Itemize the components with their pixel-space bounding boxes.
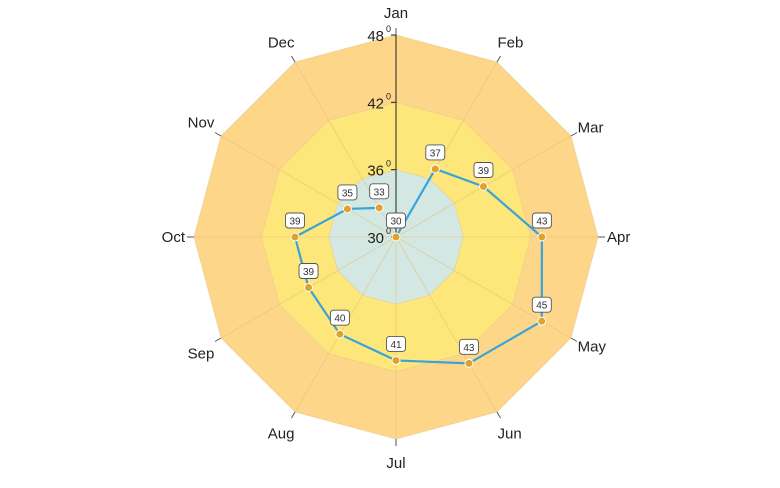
month-label-mar: Mar: [578, 120, 604, 137]
radial-tick-label-42: 42: [367, 95, 384, 112]
radial-tick-unit-48: 0: [386, 24, 391, 34]
data-point-jul: [391, 355, 401, 365]
data-label-aug: 40: [334, 314, 346, 325]
radial-tick-unit-36: 0: [386, 159, 391, 169]
series-line: [293, 167, 543, 365]
spoke-tick-sep: [214, 337, 222, 342]
data-label-oct: 39: [289, 217, 301, 228]
spoke-tick-dec: [291, 55, 296, 63]
month-label-jul: Jul: [386, 455, 405, 472]
spoke-tick-mar: [570, 132, 578, 137]
spoke-jun: [395, 236, 498, 413]
data-label-box-jun: [458, 338, 479, 355]
data-point-may: [537, 316, 547, 326]
radial-axis: 30 036 042 048 0: [367, 24, 397, 247]
radial-tick-unit-42: 0: [386, 91, 391, 101]
spoke-tick-aug: [291, 411, 296, 419]
month-label-aug: Aug: [268, 426, 295, 443]
data-point-feb: [430, 164, 440, 174]
data-point-nov: [342, 204, 352, 214]
data-label-feb: 37: [430, 148, 442, 159]
radial-tick-label-30: 30: [367, 230, 384, 247]
data-label-may: 45: [536, 301, 548, 312]
data-point-sep: [304, 283, 314, 292]
month-label-nov: Nov: [188, 115, 215, 132]
month-label-feb: Feb: [498, 34, 524, 51]
spoke-tick-may: [570, 337, 578, 342]
ring-42: [260, 101, 532, 373]
data-point-dec: [374, 203, 384, 213]
data-label-box-may: [531, 296, 552, 313]
month-label-dec: Dec: [268, 34, 295, 51]
data-label-jul: 41: [390, 340, 402, 351]
month-label-may: May: [578, 339, 607, 356]
data-label-box-feb: [425, 144, 446, 161]
radial-tick-label-48: 48: [367, 28, 384, 45]
data-label-box-nov: [337, 184, 358, 201]
data-label-nov: 35: [342, 188, 354, 199]
ring-36: [328, 169, 464, 305]
spoke-nov: [220, 135, 397, 238]
data-label-box-apr: [531, 212, 552, 229]
data-point-jan: [391, 232, 401, 242]
month-label-oct: Oct: [162, 229, 186, 246]
data-label-box-sep: [298, 263, 319, 279]
data-label-box-mar: [473, 162, 494, 178]
data-point-apr: [537, 232, 547, 242]
data-point-mar: [478, 182, 488, 191]
month-labels: Jan Feb Mar Apr May Jun Jul Aug Sep Oct Nov Dec: [162, 5, 631, 472]
data-label-mar: 39: [478, 166, 490, 177]
data-label-box-jan: [386, 212, 406, 229]
spoke-tick-feb: [496, 55, 501, 63]
month-label-jun: Jun: [498, 426, 522, 443]
data-label-box-dec: [369, 183, 390, 200]
data-label-jun: 43: [463, 343, 475, 354]
data-point-oct: [290, 232, 300, 242]
month-label-apr: Apr: [607, 229, 630, 246]
data-label-box-jul: [386, 335, 406, 352]
data-label-box-oct: [285, 212, 305, 229]
data-label-box-aug: [329, 309, 350, 326]
radial-tick-label-36: 36: [367, 163, 384, 180]
month-label-jan: Jan: [384, 5, 408, 22]
month-label-sep: Sep: [188, 346, 215, 363]
data-label-dec: 33: [374, 187, 386, 198]
data-point-aug: [335, 329, 345, 339]
spoke-tick-nov: [214, 132, 222, 137]
spoke-tick-jun: [496, 411, 501, 419]
data-labels: 30 37 39 43 45 43 41 40 39 39 35 33: [285, 144, 552, 355]
data-label-apr: 43: [536, 217, 548, 228]
data-point-jun: [464, 358, 474, 368]
data-label-jan: 30: [390, 217, 402, 228]
series-layer: [290, 164, 547, 368]
data-label-sep: 39: [303, 267, 315, 278]
radial-tick-unit-30: 0: [386, 226, 391, 236]
